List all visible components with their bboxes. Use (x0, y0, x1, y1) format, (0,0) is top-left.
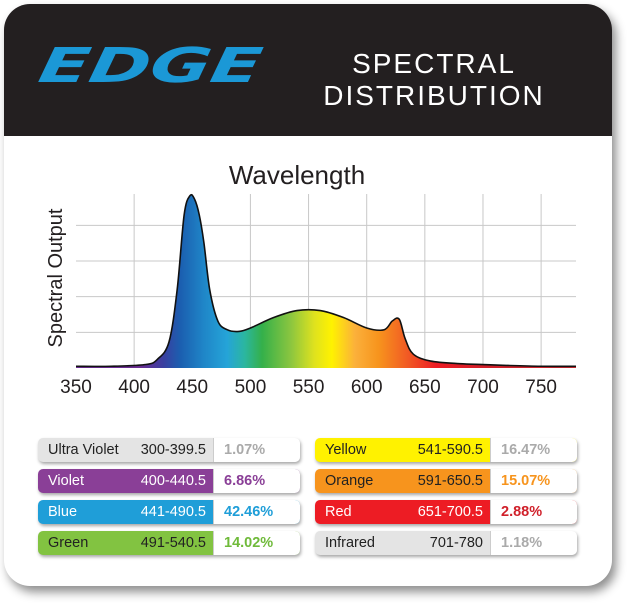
legend-row: Violet 400-440.5 6.86% (38, 469, 300, 493)
legend-row: Orange 591-650.5 15.07% (315, 469, 577, 493)
spectral-chart: Wavelength Spectral Output 350 400 450 500 5… (45, 160, 577, 398)
legend-percent: 15.07% (501, 473, 551, 489)
legend-range: 541-590.5 (417, 442, 483, 458)
legend-percent-box: 1.07% (213, 438, 300, 462)
x-axis-ticks: 350 400 450 500 550 600 650 700 750 (60, 377, 557, 398)
edge-logo: EDGE (34, 38, 266, 95)
legend-percent-box: 15.07% (490, 469, 577, 493)
legend-range: 300-399.5 (140, 442, 206, 458)
spectrum-area (76, 194, 576, 368)
legend-range: 701-780 (429, 535, 483, 551)
x-tick-label: 350 (60, 377, 92, 398)
legend-percent-box: 14.02% (213, 531, 300, 555)
legend-row: Blue 441-490.5 42.46% (38, 500, 300, 524)
spectral-card: EDGE SPECTRAL DISTRIBUTION Wavelength Sp… (4, 4, 612, 586)
page-title: SPECTRAL DISTRIBUTION (294, 48, 574, 112)
title-line-2: DISTRIBUTION (323, 80, 545, 111)
legend-row: Red 651-700.5 2.88% (315, 500, 577, 524)
legend-range: 651-700.5 (417, 504, 483, 520)
x-tick-label: 550 (293, 377, 325, 398)
header-bar: EDGE SPECTRAL DISTRIBUTION (4, 4, 612, 136)
legend-color-name: Red (325, 504, 352, 520)
legend-color-name: Blue (48, 504, 78, 520)
legend-percent: 1.07% (224, 442, 266, 458)
legend-percent-box: 42.46% (213, 500, 300, 524)
legend-color-name: Infrared (325, 535, 375, 551)
legend-row: Ultra Violet 300-399.5 1.07% (38, 438, 300, 462)
x-tick-label: 450 (176, 377, 208, 398)
title-line-1: SPECTRAL (352, 48, 516, 79)
chart-title: Wavelength (229, 160, 365, 190)
logo-text: EDGE (34, 40, 264, 90)
legend-percent-box: 16.47% (490, 438, 577, 462)
legend-percent: 14.02% (224, 535, 274, 551)
legend-range: 591-650.5 (417, 473, 483, 489)
x-tick-label: 400 (118, 377, 150, 398)
x-tick-label: 750 (525, 377, 557, 398)
x-tick-label: 500 (235, 377, 267, 398)
legend-percent-box: 2.88% (490, 500, 577, 524)
legend-color-name: Ultra Violet (48, 442, 119, 458)
legend-percent: 16.47% (501, 442, 551, 458)
legend-row: Green 491-540.5 14.02% (38, 531, 300, 555)
legend-percent: 2.88% (501, 504, 543, 520)
legend-color-name: Violet (48, 473, 85, 489)
legend-range: 400-440.5 (140, 473, 206, 489)
x-tick-label: 700 (467, 377, 499, 398)
legend-range: 441-490.5 (140, 504, 206, 520)
x-tick-label: 600 (351, 377, 383, 398)
chart-container: Wavelength Spectral Output 350 400 450 500 5… (4, 4, 612, 419)
x-tick-label: 650 (409, 377, 441, 398)
legend-row: Yellow 541-590.5 16.47% (315, 438, 577, 462)
legend-color-name: Orange (325, 473, 374, 489)
legend-percent-box: 6.86% (213, 469, 300, 493)
legend-percent-box: 1.18% (490, 531, 577, 555)
legend-row: Infrared 701-780 1.18% (315, 531, 577, 555)
legend-percent: 6.86% (224, 473, 266, 489)
legend-range: 491-540.5 (140, 535, 206, 551)
legend-percent: 1.18% (501, 535, 543, 551)
spectrum-line (75, 193, 577, 368)
legend-percent: 42.46% (224, 504, 274, 520)
legend-color-name: Yellow (325, 442, 367, 458)
y-axis-label: Spectral Output (45, 208, 67, 347)
legend-color-name: Green (48, 535, 89, 551)
